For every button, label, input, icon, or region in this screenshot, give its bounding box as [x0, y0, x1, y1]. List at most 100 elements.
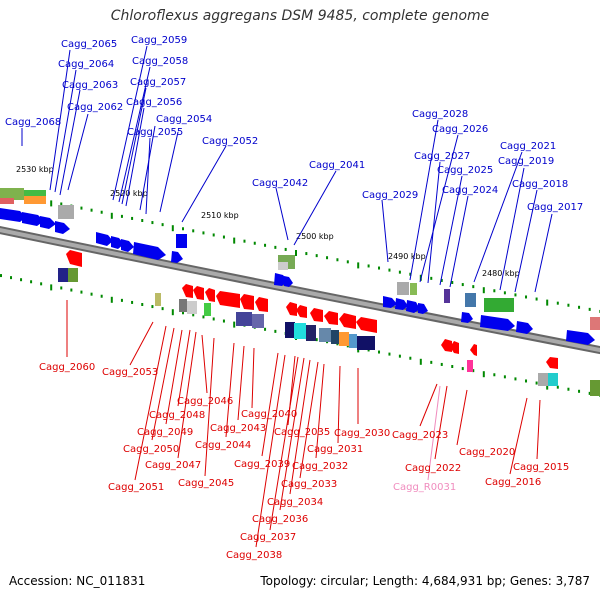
- gene-box[interactable]: [24, 190, 46, 196]
- gene-label[interactable]: Cagg_2016: [485, 477, 541, 488]
- gene-arrow-rev[interactable]: [182, 284, 193, 298]
- gene-box[interactable]: [319, 328, 331, 342]
- gene-arrow-fwd[interactable]: [40, 216, 56, 229]
- gene-label[interactable]: Cagg_2055: [127, 127, 183, 138]
- gene-arrow-fwd[interactable]: [22, 212, 44, 226]
- gene-block-fwd[interactable]: [176, 234, 187, 248]
- gene-arrow-fwd[interactable]: [96, 232, 113, 246]
- gene-arrow-rev[interactable]: [339, 313, 356, 329]
- gene-box[interactable]: [0, 198, 14, 204]
- gene-box[interactable]: [306, 325, 316, 341]
- gene-label[interactable]: Cagg_2031: [307, 444, 363, 455]
- gene-box[interactable]: [410, 283, 417, 295]
- gene-arrow-fwd[interactable]: [55, 221, 70, 234]
- gene-arrow-rev[interactable]: [324, 311, 338, 325]
- gene-arrow-rev[interactable]: [310, 308, 323, 322]
- gene-arrow-rev[interactable]: [441, 339, 452, 352]
- gene-arrow-fwd[interactable]: [383, 296, 397, 308]
- gene-label[interactable]: Cagg_2059: [131, 35, 187, 46]
- gene-box[interactable]: [294, 323, 306, 339]
- gene-label[interactable]: Cagg_2056: [126, 97, 182, 108]
- gene-label[interactable]: Cagg_2047: [145, 460, 201, 471]
- gene-box[interactable]: [58, 268, 69, 282]
- gene-arrow-fwd[interactable]: [566, 330, 595, 345]
- gene-box[interactable]: [24, 196, 46, 204]
- gene-box[interactable]: [349, 334, 357, 348]
- gene-label[interactable]: Cagg_2042: [252, 178, 308, 189]
- gene-label[interactable]: Cagg_2038: [226, 550, 282, 561]
- gene-box[interactable]: [187, 301, 197, 314]
- gene-arrow-fwd[interactable]: [133, 242, 166, 260]
- gene-label[interactable]: Cagg_2054: [156, 114, 212, 125]
- gene-box[interactable]: [465, 293, 476, 307]
- gene-label[interactable]: Cagg_2064: [58, 59, 114, 70]
- gene-label[interactable]: Cagg_2039: [234, 459, 290, 470]
- gene-arrow-fwd[interactable]: [418, 303, 428, 314]
- gene-arrow-fwd[interactable]: [284, 276, 293, 287]
- gene-box[interactable]: [204, 303, 211, 316]
- gene-box[interactable]: [0, 188, 24, 200]
- gene-label[interactable]: Cagg_2025: [437, 165, 493, 176]
- gene-label[interactable]: Cagg_2062: [67, 102, 123, 113]
- gene-label[interactable]: Cagg_2020: [459, 447, 515, 458]
- gene-box[interactable]: [278, 262, 288, 270]
- gene-arrow-fwd[interactable]: [0, 208, 26, 222]
- gene-box[interactable]: [538, 373, 548, 386]
- gene-label[interactable]: Cagg_2028: [412, 109, 468, 120]
- gene-arrow-fwd[interactable]: [406, 300, 420, 313]
- gene-label[interactable]: Cagg_2065: [61, 39, 117, 50]
- gene-box[interactable]: [179, 299, 187, 312]
- gene-arrow-rev[interactable]: [255, 297, 268, 312]
- gene-label[interactable]: Cagg_2052: [202, 136, 258, 147]
- gene-label[interactable]: Cagg_2030: [334, 428, 390, 439]
- gene-box[interactable]: [590, 380, 600, 396]
- gene-label[interactable]: Cagg_2060: [39, 362, 95, 373]
- gene-label[interactable]: Cagg_2017: [527, 202, 583, 213]
- gene-box[interactable]: [590, 317, 600, 330]
- gene-label[interactable]: Cagg_2058: [132, 56, 188, 67]
- gene-arrow-fwd[interactable]: [121, 239, 134, 252]
- gene-box[interactable]: [397, 282, 409, 295]
- gene-label[interactable]: Cagg_2041: [309, 160, 365, 171]
- gene-arrow-rev[interactable]: [296, 305, 307, 318]
- gene-arrow-fwd[interactable]: [111, 236, 124, 249]
- gene-box[interactable]: [339, 332, 349, 346]
- gene-label[interactable]: Cagg_2021: [500, 141, 556, 152]
- gene-label[interactable]: Cagg_2015: [513, 462, 569, 473]
- gene-label[interactable]: Cagg_2046: [177, 396, 233, 407]
- gene-label[interactable]: Cagg_2037: [240, 532, 296, 543]
- gene-box[interactable]: [357, 336, 375, 350]
- gene-box[interactable]: [331, 330, 339, 344]
- gene-box[interactable]: [444, 289, 450, 303]
- gene-arrow-rev[interactable]: [286, 302, 297, 316]
- gene-label[interactable]: Cagg_2019: [498, 156, 554, 167]
- gene-box[interactable]: [252, 314, 264, 328]
- gene-arrow-rev[interactable]: [546, 357, 558, 369]
- gene-label[interactable]: Cagg_2043: [210, 423, 266, 434]
- gene-label[interactable]: Cagg_2029: [362, 190, 418, 201]
- gene-box[interactable]: [548, 373, 558, 386]
- gene-box[interactable]: [467, 360, 473, 372]
- gene-label[interactable]: Cagg_2022: [405, 463, 461, 474]
- gene-label[interactable]: Cagg_2024: [442, 185, 498, 196]
- gene-label[interactable]: Cagg_2027: [414, 151, 470, 162]
- gene-label[interactable]: Cagg_2045: [178, 478, 234, 489]
- gene-label[interactable]: Cagg_2053: [102, 367, 158, 378]
- gene-label[interactable]: Cagg_2032: [292, 461, 348, 472]
- gene-label[interactable]: Cagg_2063: [62, 80, 118, 91]
- gene-arrow-rev[interactable]: [216, 291, 240, 308]
- gene-label[interactable]: Cagg_2033: [281, 479, 337, 490]
- gene-label[interactable]: Cagg_2044: [195, 440, 251, 451]
- gene-label[interactable]: Cagg_2034: [267, 497, 323, 508]
- gene-arrow-fwd[interactable]: [516, 321, 533, 334]
- gene-box[interactable]: [285, 322, 295, 338]
- gene-label[interactable]: Cagg_2050: [123, 444, 179, 455]
- gene-arrow-rev[interactable]: [450, 341, 459, 354]
- gene-label[interactable]: Cagg_2036: [252, 514, 308, 525]
- gene-arrow-rev[interactable]: [193, 286, 204, 300]
- gene-box[interactable]: [68, 268, 78, 282]
- gene-box[interactable]: [236, 312, 252, 326]
- gene-box[interactable]: [155, 293, 161, 306]
- gene-arrow-fwd[interactable]: [171, 251, 183, 263]
- gene-box[interactable]: [484, 298, 514, 312]
